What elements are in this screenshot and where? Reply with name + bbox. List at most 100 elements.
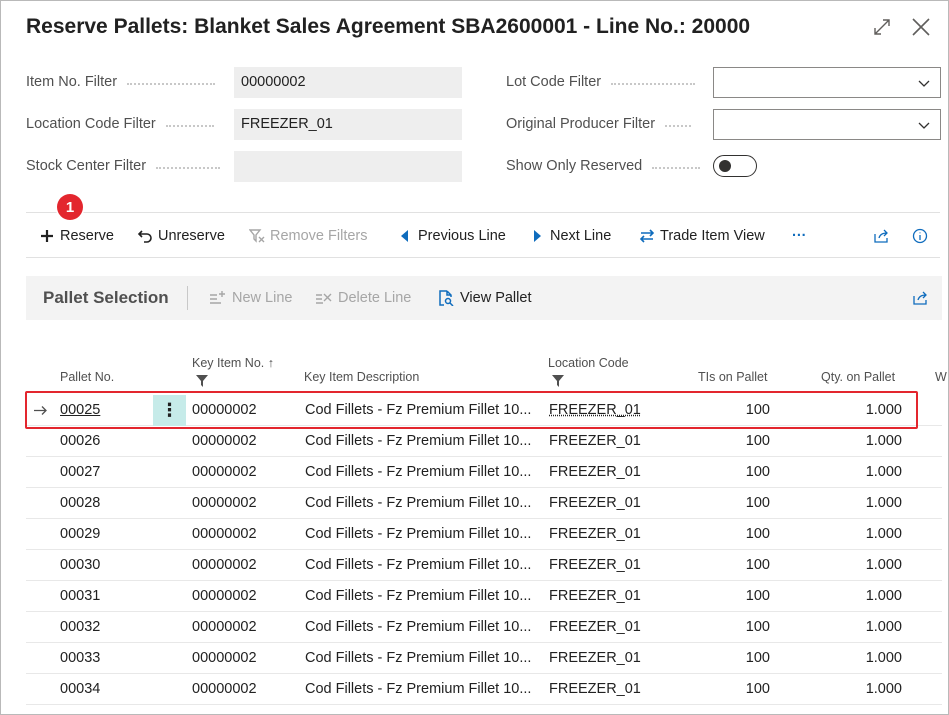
callout-badge: 1 <box>57 194 83 220</box>
cell-tis-on-pallet: 100 <box>745 402 770 418</box>
cell-key-item-description: Cod Fillets - Fz Premium Fillet 10... <box>305 588 532 604</box>
info-icon[interactable] <box>911 213 933 259</box>
cell-key-item-no: 00000002 <box>192 650 257 666</box>
cell-tis-on-pallet: 100 <box>745 619 770 635</box>
cell-tis-on-pallet: 100 <box>745 681 770 697</box>
cell-tis-on-pallet: 100 <box>745 433 770 449</box>
original-producer-filter-label: Original Producer Filter <box>506 116 692 132</box>
lot-code-filter-dropdown[interactable] <box>713 67 941 98</box>
switch-arrows-icon <box>638 227 656 245</box>
cell-tis-on-pallet: 100 <box>745 650 770 666</box>
chevron-down-icon <box>916 117 932 133</box>
cell-pallet-no[interactable]: 00028 <box>60 495 101 511</box>
filter-icon <box>196 374 208 387</box>
cell-location-code: FREEZER_01 <box>549 495 641 511</box>
more-options-button[interactable]: ··· <box>792 228 807 244</box>
table-row[interactable]: 00026 00000002 Cod Fillets - Fz Premium Fi… <box>26 426 942 457</box>
cell-pallet-no[interactable]: 00032 <box>60 619 101 635</box>
cell-qty-on-pallet: 1.000 <box>865 464 902 480</box>
cell-pallet-no[interactable]: 00029 <box>60 526 101 542</box>
view-pallet-button[interactable]: View Pallet <box>437 276 531 320</box>
table-row[interactable]: 00033 00000002 Cod Fillets - Fz Premium Fi… <box>26 643 942 674</box>
item-no-filter-field[interactable]: 00000002 <box>234 67 462 98</box>
cell-tis-on-pallet: 100 <box>745 557 770 573</box>
stock-center-filter-field[interactable] <box>234 151 462 182</box>
share-icon[interactable] <box>912 276 935 320</box>
cell-tis-on-pallet: 100 <box>745 526 770 542</box>
table-row[interactable]: 00027 00000002 Cod Fillets - Fz Premium Fi… <box>26 457 942 488</box>
cell-qty-on-pallet: 1.000 <box>865 495 902 511</box>
action-bar: Reserve Unreserve Remove Filters Previou… <box>26 212 940 258</box>
table-row[interactable]: ⋮ 00025 00000002 Cod Fillets - Fz Premium F… <box>26 395 942 426</box>
location-code-filter-field[interactable]: FREEZER_01 <box>234 109 462 140</box>
cell-pallet-no[interactable]: 00026 <box>60 433 101 449</box>
delete-line-icon <box>315 289 335 307</box>
cell-key-item-description: Cod Fillets - Fz Premium Fillet 10... <box>305 650 532 666</box>
show-only-reserved-label: Show Only Reserved <box>506 158 701 174</box>
column-header-location-code[interactable]: Location Code <box>548 356 629 370</box>
divider <box>187 286 188 310</box>
subpage-header: Pallet Selection New Line Delete Line Vi… <box>26 276 942 320</box>
unreserve-button[interactable]: Unreserve <box>136 213 225 259</box>
close-icon[interactable] <box>909 15 933 39</box>
cell-location-code: FREEZER_01 <box>549 402 641 418</box>
view-document-icon <box>437 289 457 307</box>
expand-icon[interactable] <box>870 15 894 39</box>
column-header-key-item-no[interactable]: Key Item No. ↑ <box>192 356 274 370</box>
cell-pallet-no[interactable]: 00025 <box>60 402 101 418</box>
remove-filters-button[interactable]: Remove Filters <box>248 213 368 259</box>
cell-key-item-description: Cod Fillets - Fz Premium Fillet 10... <box>305 557 532 573</box>
table-row[interactable]: 00031 00000002 Cod Fillets - Fz Premium Fi… <box>26 581 942 612</box>
reserve-button[interactable]: Reserve <box>38 213 114 259</box>
undo-icon <box>136 227 154 245</box>
cell-key-item-no: 00000002 <box>192 619 257 635</box>
chevron-down-icon <box>916 75 932 91</box>
original-producer-filter-dropdown[interactable] <box>713 109 941 140</box>
cell-tis-on-pallet: 100 <box>745 464 770 480</box>
table-row[interactable]: 00032 00000002 Cod Fillets - Fz Premium Fi… <box>26 612 942 643</box>
cell-tis-on-pallet: 100 <box>745 495 770 511</box>
delete-line-button[interactable]: Delete Line <box>315 276 411 320</box>
cell-pallet-no[interactable]: 00033 <box>60 650 101 666</box>
location-code-filter-label: Location Code Filter <box>26 116 214 132</box>
current-row-arrow-icon <box>33 403 48 418</box>
cell-pallet-no[interactable]: 00030 <box>60 557 101 573</box>
column-header-qty-on-pallet[interactable]: Qty. on Pallet <box>821 370 896 384</box>
trade-item-view-button[interactable]: Trade Item View <box>638 213 765 259</box>
cell-pallet-no[interactable]: 00034 <box>60 681 101 697</box>
previous-line-button[interactable]: Previous Line <box>396 213 506 259</box>
cell-key-item-no: 00000002 <box>192 464 257 480</box>
cell-pallet-no[interactable]: 00027 <box>60 464 101 480</box>
column-header-key-item-description[interactable]: Key Item Description <box>304 370 420 384</box>
cell-key-item-no: 00000002 <box>192 402 257 418</box>
cell-location-code: FREEZER_01 <box>549 588 641 604</box>
cell-qty-on-pallet: 1.000 <box>865 681 902 697</box>
cell-key-item-no: 00000002 <box>192 681 257 697</box>
cell-key-item-no: 00000002 <box>192 495 257 511</box>
item-no-filter-label: Item No. Filter <box>26 74 216 90</box>
row-actions-button[interactable]: ⋮ <box>153 395 186 426</box>
table-row[interactable]: 00034 00000002 Cod Fillets - Fz Premium Fi… <box>26 674 942 705</box>
cell-location-code: FREEZER_01 <box>549 526 641 542</box>
next-line-button[interactable]: Next Line <box>528 213 611 259</box>
new-line-button[interactable]: New Line <box>209 276 292 320</box>
cell-key-item-description: Cod Fillets - Fz Premium Fillet 10... <box>305 495 532 511</box>
cell-qty-on-pallet: 1.000 <box>865 433 902 449</box>
toggle-knob <box>719 160 731 172</box>
cell-qty-on-pallet: 1.000 <box>865 557 902 573</box>
subpage-title: Pallet Selection <box>43 288 169 307</box>
show-only-reserved-toggle[interactable] <box>713 155 757 177</box>
cell-location-code: FREEZER_01 <box>549 650 641 666</box>
lot-code-filter-label: Lot Code Filter <box>506 74 696 90</box>
table-row[interactable]: 00029 00000002 Cod Fillets - Fz Premium Fi… <box>26 519 942 550</box>
sort-ascending-icon: ↑ <box>267 356 274 370</box>
table-row[interactable]: 00030 00000002 Cod Fillets - Fz Premium Fi… <box>26 550 942 581</box>
plus-icon <box>38 227 56 245</box>
column-header-tis-on-pallet[interactable]: TIs on Pallet <box>698 370 768 384</box>
share-icon[interactable] <box>872 213 894 259</box>
column-header-truncated[interactable]: W <box>935 370 947 384</box>
table-row[interactable]: 00028 00000002 Cod Fillets - Fz Premium Fi… <box>26 488 942 519</box>
column-header-pallet-no[interactable]: Pallet No. <box>60 370 115 384</box>
cell-pallet-no[interactable]: 00031 <box>60 588 101 604</box>
